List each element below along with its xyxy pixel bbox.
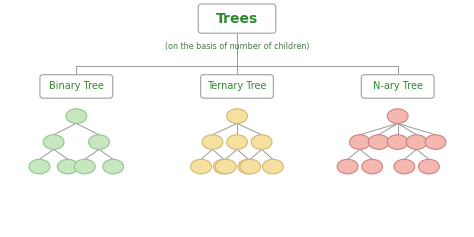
FancyBboxPatch shape xyxy=(40,75,113,98)
Text: Binary Tree: Binary Tree xyxy=(49,82,104,91)
Ellipse shape xyxy=(74,159,95,174)
FancyBboxPatch shape xyxy=(198,4,276,33)
Ellipse shape xyxy=(29,159,50,174)
Ellipse shape xyxy=(394,159,415,174)
FancyBboxPatch shape xyxy=(201,75,273,98)
Text: Ternary Tree: Ternary Tree xyxy=(207,82,267,91)
Ellipse shape xyxy=(337,159,358,174)
Ellipse shape xyxy=(387,135,408,149)
Text: (on the basis of number of children): (on the basis of number of children) xyxy=(165,42,309,51)
Ellipse shape xyxy=(406,135,427,149)
Ellipse shape xyxy=(251,135,272,149)
Ellipse shape xyxy=(240,159,261,174)
Ellipse shape xyxy=(425,135,446,149)
Ellipse shape xyxy=(362,159,383,174)
Ellipse shape xyxy=(368,135,389,149)
Ellipse shape xyxy=(89,135,109,149)
Ellipse shape xyxy=(263,159,283,174)
Ellipse shape xyxy=(215,159,236,174)
Ellipse shape xyxy=(227,109,247,123)
Ellipse shape xyxy=(238,159,259,174)
Ellipse shape xyxy=(227,135,247,149)
Ellipse shape xyxy=(202,135,223,149)
Ellipse shape xyxy=(349,135,370,149)
Text: N-ary Tree: N-ary Tree xyxy=(373,82,423,91)
Text: Trees: Trees xyxy=(216,12,258,26)
Ellipse shape xyxy=(191,159,211,174)
Ellipse shape xyxy=(419,159,439,174)
Ellipse shape xyxy=(387,109,408,123)
FancyBboxPatch shape xyxy=(361,75,434,98)
Ellipse shape xyxy=(66,109,87,123)
Ellipse shape xyxy=(57,159,78,174)
Ellipse shape xyxy=(43,135,64,149)
Ellipse shape xyxy=(103,159,124,174)
Ellipse shape xyxy=(213,159,234,174)
